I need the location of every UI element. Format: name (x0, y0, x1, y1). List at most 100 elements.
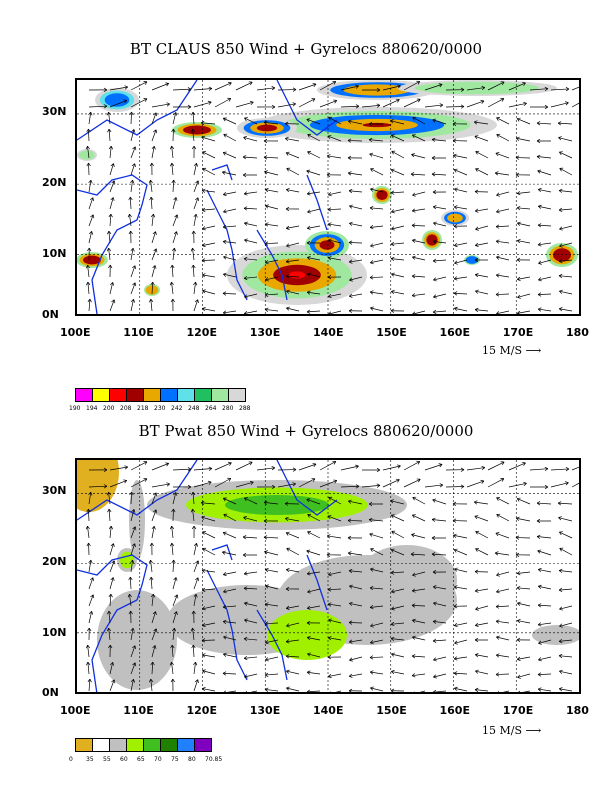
pwat-contour (77, 460, 119, 512)
legend-tick-label: 190 (69, 405, 81, 412)
coastline (77, 460, 198, 521)
pwat-contour (97, 590, 177, 690)
lat-label: 10N (42, 625, 67, 639)
legend-swatch (228, 388, 246, 402)
cloud-top-contour (183, 125, 211, 135)
legend-swatch (211, 388, 229, 402)
coastline (77, 554, 148, 601)
lon-label: 150E (376, 326, 407, 339)
cloud-top-contour (319, 240, 335, 250)
lat-label: 20N (42, 555, 67, 569)
scale-arrow-icon: ⟶ (525, 344, 542, 357)
cloud-top-contour (465, 256, 479, 264)
coastline (206, 189, 248, 301)
lon-label: 140E (313, 704, 344, 717)
lat-label: 20N (42, 175, 67, 189)
lon-label: 120E (186, 704, 217, 717)
legend-swatch (109, 738, 127, 752)
cloud-top-contour (79, 150, 95, 160)
legend-swatch (92, 738, 110, 752)
coastline (91, 219, 138, 314)
lon-label: 120E (186, 326, 217, 339)
cloud-top-contour (256, 124, 278, 132)
pwat-contour (267, 610, 347, 660)
pwat-contour (129, 480, 145, 560)
panel1-scale-label: 15 M/S ⟶ (482, 344, 542, 357)
lon-label: 110E (123, 704, 154, 717)
lat-label: 0N (42, 308, 59, 321)
legend-tick-label: 194 (86, 405, 98, 412)
legend-tick-label: 288 (239, 405, 251, 412)
legend-tick-label: 242 (171, 405, 183, 412)
legend-tick-label: 248 (188, 405, 200, 412)
coastline (256, 229, 288, 301)
lon-label: 170E (502, 326, 534, 339)
panel2-title: BT Pwat 850 Wind + Gyrelocs 880620/0000 (138, 422, 474, 440)
legend-tick-label: 75 (171, 756, 179, 763)
cloud-top-contour (104, 93, 130, 107)
coastline (276, 80, 338, 136)
lon-label: 130E (249, 704, 281, 717)
coastline (256, 609, 288, 681)
legend-tick-label: 208 (120, 405, 132, 412)
legend-tick-label: 280 (222, 405, 234, 412)
scale-arrow-icon: ⟶ (525, 724, 542, 737)
lon-label: 160E (439, 326, 470, 339)
cloud-top-contour (447, 213, 463, 223)
coastline (91, 599, 138, 692)
wind-vectors (85, 80, 579, 314)
legend-swatch (160, 388, 178, 402)
legend-swatch (75, 388, 93, 402)
panel2-map (75, 458, 581, 694)
legend-tick-label: 230 (154, 405, 166, 412)
coastline (306, 174, 328, 231)
panel1-title: BT CLAUS 850 Wind + Gyrelocs 880620/0000 (129, 40, 483, 58)
legend-swatch (109, 388, 127, 402)
legend-swatch (143, 388, 161, 402)
legend-swatch (194, 388, 212, 402)
pwat-contour (225, 495, 329, 515)
legend-tick-label: 55 (103, 756, 111, 763)
legend-swatch (126, 738, 144, 752)
lat-label: 10N (42, 247, 67, 261)
legend-swatch (160, 738, 178, 752)
cloud-top-contour (362, 122, 392, 128)
legend-swatch (92, 388, 110, 402)
legend-tick-label: 264 (205, 405, 217, 412)
pwat-contour (532, 625, 579, 645)
legend-tick-label: 70.85 (205, 756, 223, 763)
coastline (206, 569, 248, 681)
panel1-map (75, 78, 581, 316)
panel2-legend (75, 738, 212, 752)
panel1-legend (75, 388, 246, 402)
cloud-top-contour (288, 271, 306, 279)
lon-label: 140E (313, 326, 344, 339)
lon-label: 160E (439, 704, 470, 717)
legend-tick-label: 70 (154, 756, 162, 763)
legend-tick-label: 218 (137, 405, 149, 412)
legend-tick-label: 80 (188, 756, 196, 763)
lon-label: 130E (249, 326, 281, 339)
cloud-top-contour (83, 255, 101, 265)
legend-swatch (177, 388, 195, 402)
coastline (77, 80, 198, 141)
lon-label: 110E (123, 326, 154, 339)
coastline (276, 460, 338, 516)
legend-swatch (177, 738, 195, 752)
coastline (211, 164, 233, 181)
cloud-top-contour (414, 81, 540, 95)
lat-label: 30N (42, 104, 67, 118)
legend-swatch (126, 388, 144, 402)
panel2-scale-label: 15 M/S ⟶ (482, 724, 542, 737)
lon-label: 100E (60, 326, 91, 339)
legend-swatch (75, 738, 93, 752)
cloud-top-contour (553, 248, 571, 262)
lon-label: 150E (376, 704, 407, 717)
legend-swatch (143, 738, 161, 752)
lat-label: 30N (42, 484, 67, 498)
lon-label: 170E (502, 704, 534, 717)
legend-swatch (194, 738, 212, 752)
lon-label: 180 (566, 704, 589, 717)
wind-vectors (85, 460, 579, 692)
legend-tick-label: 60 (120, 756, 128, 763)
